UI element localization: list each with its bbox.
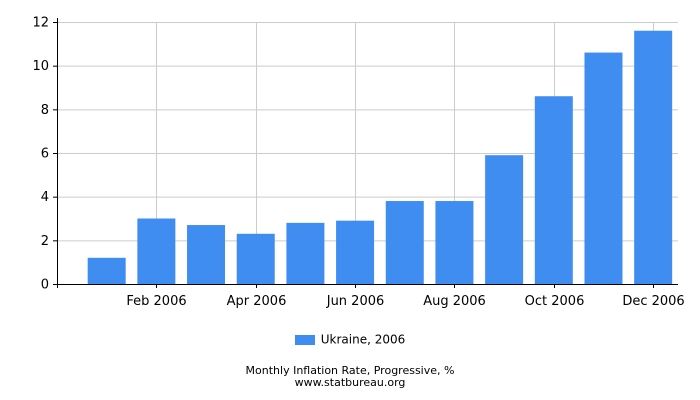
x-tick-label: Aug 2006 [423,294,486,309]
bar-jan-2006 [87,257,126,284]
chart-source: www.statbureau.org [294,376,406,389]
bar-jul-2006 [385,201,424,284]
bar-oct-2006 [534,96,573,284]
x-tick-label: Oct 2006 [525,294,585,309]
legend-label: Ukraine, 2006 [320,332,406,347]
legend: Ukraine, 2006 [0,332,700,347]
bar-aug-2006 [435,201,474,284]
bar-apr-2006 [236,233,275,284]
y-tick-label: 2 [41,234,49,249]
y-tick-label: 10 [32,59,49,74]
bar-dec-2006 [634,30,673,284]
bar-feb-2006 [137,218,176,284]
x-tick-label: Apr 2006 [227,294,287,309]
bars [87,30,673,284]
bar-nov-2006 [584,52,623,284]
bar-mar-2006 [187,225,226,284]
y-tick-label: 4 [41,190,49,205]
y-tick-label: 12 [32,16,49,31]
axes [53,18,678,288]
y-tick-label: 8 [41,103,49,118]
bar-jun-2006 [336,220,375,284]
bar-chart: 0 2 4 6 8 10 12 Feb 2006 Apr 2006 Jun 2006 Aug 200… [32,16,684,310]
y-tick-label: 0 [41,278,49,293]
y-tick-label: 6 [41,147,49,162]
tick-labels: 0 2 4 6 8 10 12 Feb 2006 Apr 2006 Jun 2006 Aug 200… [32,16,684,310]
bar-sep-2006 [485,155,524,284]
bar-may-2006 [286,222,325,284]
x-tick-label: Feb 2006 [126,294,186,309]
legend-swatch [294,334,315,345]
x-tick-label: Jun 2006 [326,294,385,309]
chart-title: Monthly Inflation Rate, Progressive, % [245,364,455,377]
x-tick-label: Dec 2006 [622,294,684,309]
